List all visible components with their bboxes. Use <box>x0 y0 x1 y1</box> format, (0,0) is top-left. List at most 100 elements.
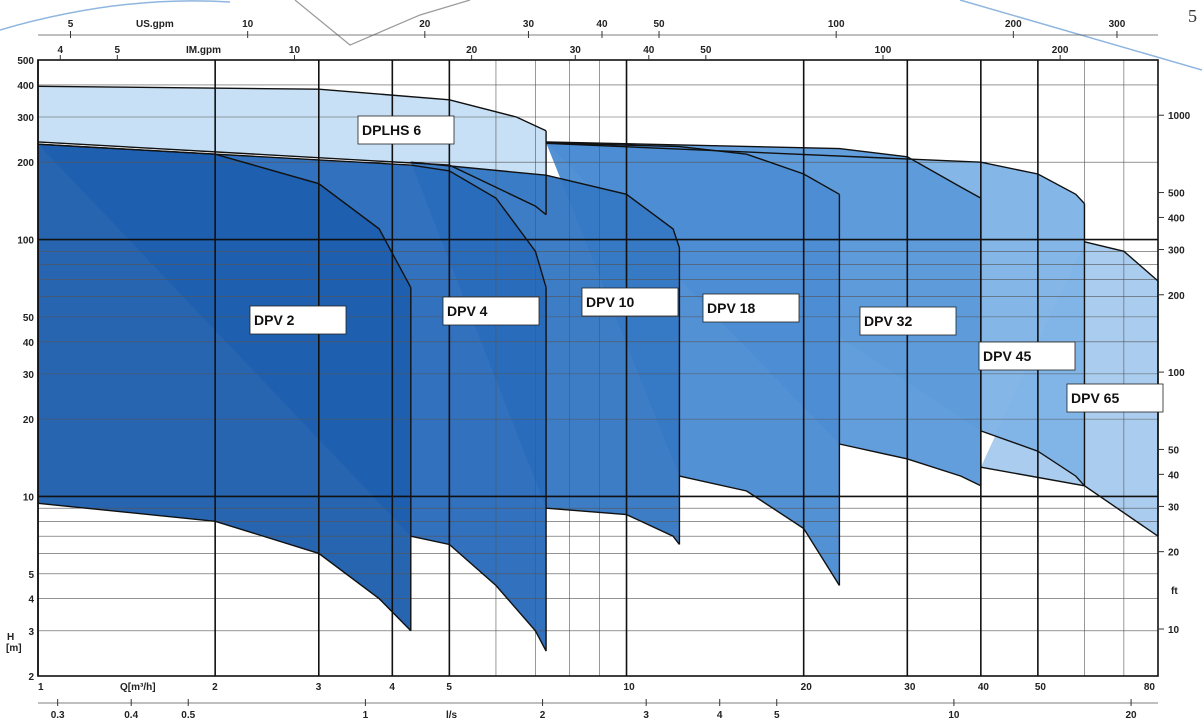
series-curve <box>37 141 547 216</box>
page-number: 5 <box>1188 6 1197 26</box>
bottom-ls-tick-label: 0.3 <box>51 710 65 721</box>
x-tick-label: 50 <box>1035 682 1047 693</box>
series-label: DPV 10 <box>586 294 634 310</box>
series-curve <box>410 535 547 652</box>
x-tick-label: 20 <box>801 682 813 693</box>
series-curve <box>839 443 982 487</box>
right-ft-tick-label: 50 <box>1168 445 1180 456</box>
series-curve <box>37 85 547 132</box>
series-label: DPV 65 <box>1071 390 1119 406</box>
series-labels: DPV 2 DPV 4 DPV 10 DPV 18 DPV 32 DPV 45 DPV 65… <box>249 115 1164 413</box>
x-tick-label: 2 <box>212 682 218 693</box>
series-curve <box>980 430 1086 487</box>
bottom-ls-tick-label: 5 <box>774 710 780 721</box>
right-ft-tick-label: 400 <box>1168 213 1185 224</box>
bottom-ls-label: l/s <box>446 710 458 721</box>
top-imgpm-tick-label: 40 <box>643 45 655 56</box>
x-tick-label: 40 <box>978 682 990 693</box>
right-ft-tick-label: 200 <box>1168 291 1185 302</box>
series-label: DPV 45 <box>983 348 1031 364</box>
series-curve <box>980 466 1159 537</box>
top-usgpm-tick-label: 300 <box>1109 19 1126 30</box>
y-tick-label: 100 <box>17 236 34 247</box>
series-label-box <box>357 115 455 145</box>
y-tick-label: 500 <box>17 56 34 67</box>
y-tick-label: 3 <box>28 627 34 638</box>
bottom-ls-tick-label: 20 <box>1126 710 1138 721</box>
bottom-ls-tick-label: 0.5 <box>181 710 195 721</box>
y-tick-label: 300 <box>17 113 34 124</box>
y-tick-label: 50 <box>23 313 35 324</box>
top-usgpm-tick-label: 50 <box>653 19 665 30</box>
y-tick-label: 30 <box>23 370 35 381</box>
series-area <box>38 144 411 631</box>
top-usgpm-tick-label: 20 <box>419 19 431 30</box>
bottom-ls-tick-label: 0.4 <box>124 710 138 721</box>
series-label-box <box>702 293 800 323</box>
y-tick-label: 20 <box>23 415 35 426</box>
top-usgpm-tick-label: 100 <box>828 19 845 30</box>
decor-swoosh <box>0 0 231 31</box>
y-tick-label: 200 <box>17 158 34 169</box>
right-ft-label: ft <box>1171 586 1178 597</box>
y-axis-label-unit: [m] <box>6 643 22 654</box>
right-ft-tick-label: 100 <box>1168 368 1185 379</box>
series-curve <box>546 142 1086 205</box>
y-tick-label: 40 <box>23 338 35 349</box>
series-curve <box>1084 241 1159 282</box>
top-usgpm-tick-label: 10 <box>242 19 254 30</box>
x-tick-label: 5 <box>446 682 452 693</box>
y-tick-label: 5 <box>28 570 34 581</box>
right-ft-tick-label: 500 <box>1168 189 1185 200</box>
x-axis-label: Q[m³/h] <box>120 682 156 693</box>
decor-swoosh <box>294 0 471 46</box>
series-label-box <box>978 341 1076 371</box>
series-label: DPV 4 <box>447 303 488 319</box>
top-imgpm-tick-label: 10 <box>289 45 301 56</box>
series-curve <box>546 142 840 195</box>
top-imgpm-tick-label: 5 <box>115 45 121 56</box>
top-imgpm-tick-label: 4 <box>57 45 63 56</box>
top-usgpm-tick-label: 200 <box>1005 19 1022 30</box>
bottom-ls-tick-label: 10 <box>948 710 960 721</box>
series-curve <box>37 143 547 288</box>
top-usgpm-label: US.gpm <box>136 19 174 30</box>
right-ft-tick-label: 30 <box>1168 502 1180 513</box>
series-label: DPV 18 <box>707 300 755 316</box>
x-tick-label: 10 <box>624 682 636 693</box>
top-imgpm-tick-label: 30 <box>570 45 582 56</box>
right-ft-tick-label: 40 <box>1168 470 1180 481</box>
right-ft-tick-label: 1000 <box>1168 111 1191 122</box>
bottom-ls-tick-label: 3 <box>643 710 649 721</box>
right-ft-tick-label: 20 <box>1168 548 1180 559</box>
right-ft-tick-label: 10 <box>1168 625 1180 636</box>
series-label: DPLHS 6 <box>362 122 421 138</box>
top-usgpm-tick-label: 40 <box>596 19 608 30</box>
y-tick-label: 4 <box>28 595 34 606</box>
x-tick-label: 80 <box>1144 682 1156 693</box>
y-axis-label: H <box>7 632 14 643</box>
series-curve <box>410 161 681 248</box>
axes: 1 2 3 4 5 10 20 30 40 50 80 Q[m³/h] 2 3 4 5 10 20 30 40 50 10… <box>6 19 1191 721</box>
top-imgpm-tick-label: 20 <box>466 45 478 56</box>
bottom-ls-tick-label: 4 <box>717 710 723 721</box>
bottom-ls-tick-label: 2 <box>540 710 546 721</box>
series-label-box <box>581 287 679 317</box>
top-imgpm-tick-label: 200 <box>1052 45 1069 56</box>
top-usgpm-tick-label: 5 <box>68 19 74 30</box>
series-label: DPV 32 <box>864 313 912 329</box>
x-tick-label: 4 <box>389 682 395 693</box>
series-label-box <box>859 306 957 336</box>
series-fills <box>38 86 1158 652</box>
top-imgpm-label: IM.gpm <box>186 45 221 56</box>
right-ft-tick-label: 300 <box>1168 246 1185 257</box>
bottom-ls-tick-label: 1 <box>363 710 369 721</box>
series-curve <box>679 475 840 586</box>
x-tick-label: 30 <box>904 682 916 693</box>
x-tick-label: 3 <box>316 682 322 693</box>
series-label-box <box>1066 383 1164 413</box>
series-curve <box>546 507 680 545</box>
series-curve <box>546 141 982 199</box>
